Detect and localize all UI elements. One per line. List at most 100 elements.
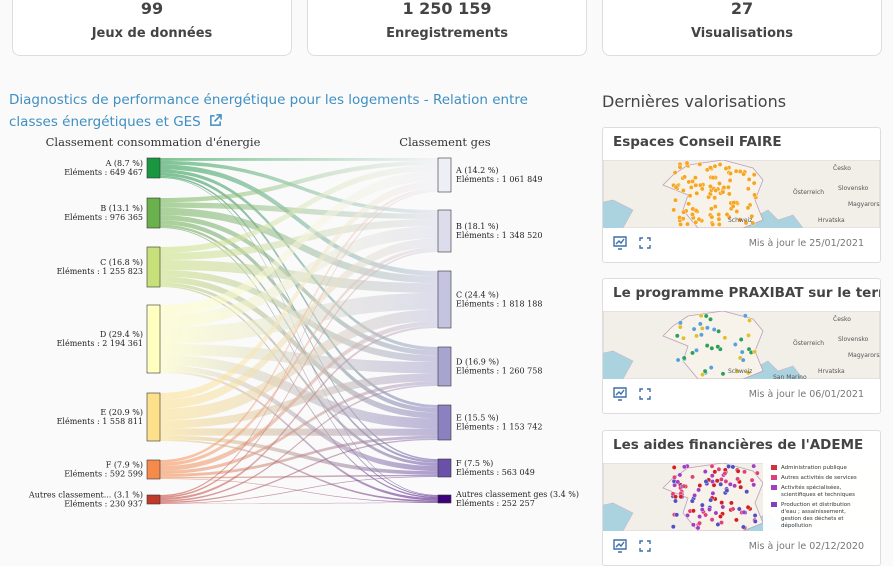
chart-icon[interactable]	[613, 236, 627, 250]
chart-icon[interactable]	[613, 539, 627, 553]
node-count: Eléments : 1 255 823	[57, 267, 143, 276]
flows	[160, 158, 438, 504]
map-marker	[699, 325, 705, 331]
map-marker	[717, 181, 722, 186]
map-marker	[712, 163, 718, 169]
map-label: Schweiz	[728, 368, 752, 375]
map-marker	[712, 204, 718, 209]
flow	[160, 165, 438, 253]
node-label: D (29.4 %)	[100, 330, 143, 339]
map-marker	[719, 500, 725, 505]
map-marker	[723, 165, 729, 171]
valorisation-card[interactable]: Le programme PRAXIBAT sur le territ… Česk…	[602, 278, 881, 414]
chart-title-link[interactable]: Diagnostics de performance énergétique p…	[9, 89, 549, 133]
map-marker	[741, 171, 747, 177]
map-marker	[675, 479, 681, 485]
map-marker	[680, 188, 686, 193]
map-marker	[703, 479, 709, 484]
valorisation-card[interactable]: Espaces Conseil FAIRE Česko Slovensko Öster…	[602, 127, 881, 263]
map-marker	[677, 324, 683, 330]
map-marker	[709, 517, 715, 523]
map-marker	[697, 483, 703, 488]
map-marker	[751, 482, 757, 488]
map-marker	[730, 506, 736, 512]
map-marker	[752, 349, 758, 355]
chart-icon[interactable]	[613, 387, 627, 401]
map-marker	[710, 222, 716, 227]
node-count: Eléments : 1 818 188	[456, 300, 542, 309]
map-label: Česko	[833, 165, 851, 172]
map-marker	[736, 506, 742, 512]
fullscreen-icon[interactable]	[639, 388, 651, 400]
icon-shape	[639, 540, 651, 552]
map-marker	[671, 465, 677, 470]
map-marker	[712, 469, 718, 475]
map-marker	[709, 473, 715, 479]
map-marker	[677, 472, 683, 478]
map-marker	[715, 522, 721, 527]
fullscreen-icon[interactable]	[639, 237, 651, 249]
map-marker	[697, 161, 703, 167]
map-marker	[746, 332, 751, 338]
map-marker	[752, 192, 758, 198]
chart-title[interactable]: Diagnostics de performance énergétique p…	[9, 92, 528, 130]
map-marker	[726, 464, 732, 469]
map-marker	[709, 463, 715, 469]
map-marker	[716, 222, 722, 227]
map-marker	[742, 469, 747, 475]
flow	[160, 160, 438, 214]
map-marker	[733, 517, 739, 523]
map-marker	[703, 512, 709, 518]
flow	[160, 190, 438, 497]
map-marker	[738, 337, 744, 342]
map-marker	[693, 182, 699, 188]
map-marker	[738, 484, 744, 490]
map-marker	[718, 481, 724, 487]
map-marker	[678, 222, 684, 227]
card-updated: Mis à jour le 02/12/2020	[748, 541, 864, 552]
map-marker	[716, 212, 722, 217]
node-label: Autres classement... (3.1 %)	[28, 491, 143, 500]
map-marker	[690, 212, 695, 217]
map-marker	[691, 326, 697, 332]
map-marker	[732, 483, 738, 489]
map-marker	[671, 207, 677, 213]
map-marker	[673, 498, 678, 504]
map-marker	[682, 174, 688, 180]
node-label: A (14.2 %)	[455, 166, 499, 175]
map-marker	[708, 316, 713, 322]
map-marker	[727, 177, 733, 183]
map-marker	[713, 188, 719, 193]
map-marker	[749, 477, 755, 483]
valorisation-card[interactable]: Les aides financières de l'ADEME Administ…	[602, 430, 881, 566]
map-marker	[720, 371, 726, 377]
map-marker	[696, 216, 702, 222]
map-label: Österreich	[793, 189, 824, 196]
map-marker	[704, 343, 710, 348]
map-marker	[708, 365, 714, 370]
flow	[160, 321, 438, 471]
left-heading: Classement consommation d'énergie	[46, 135, 261, 149]
map-marker	[720, 504, 726, 510]
map-marker	[746, 176, 752, 182]
map-marker	[697, 520, 702, 526]
flow	[160, 215, 438, 356]
map-marker	[677, 164, 683, 170]
icon-shape	[639, 388, 651, 400]
map-marker	[685, 221, 690, 227]
flow	[160, 309, 438, 421]
legend-label: Activités spécialisées, scientifiques et …	[781, 484, 855, 498]
map-marker	[745, 370, 751, 376]
icon-shape	[613, 236, 627, 250]
map-marker	[700, 372, 705, 377]
sankey-node	[437, 270, 452, 329]
map-label: Česko	[833, 316, 851, 323]
node-label: B (18.1 %)	[456, 222, 499, 231]
map-marker	[698, 313, 704, 319]
fullscreen-icon[interactable]	[639, 540, 651, 552]
external-link-icon[interactable]	[209, 114, 222, 127]
node-count: Eléments : 1 153 742	[456, 423, 542, 432]
card-map: Česko Slovensko Österreich Magyarország Schw…	[603, 311, 880, 379]
map-marker	[716, 216, 722, 222]
map-marker	[703, 313, 709, 319]
